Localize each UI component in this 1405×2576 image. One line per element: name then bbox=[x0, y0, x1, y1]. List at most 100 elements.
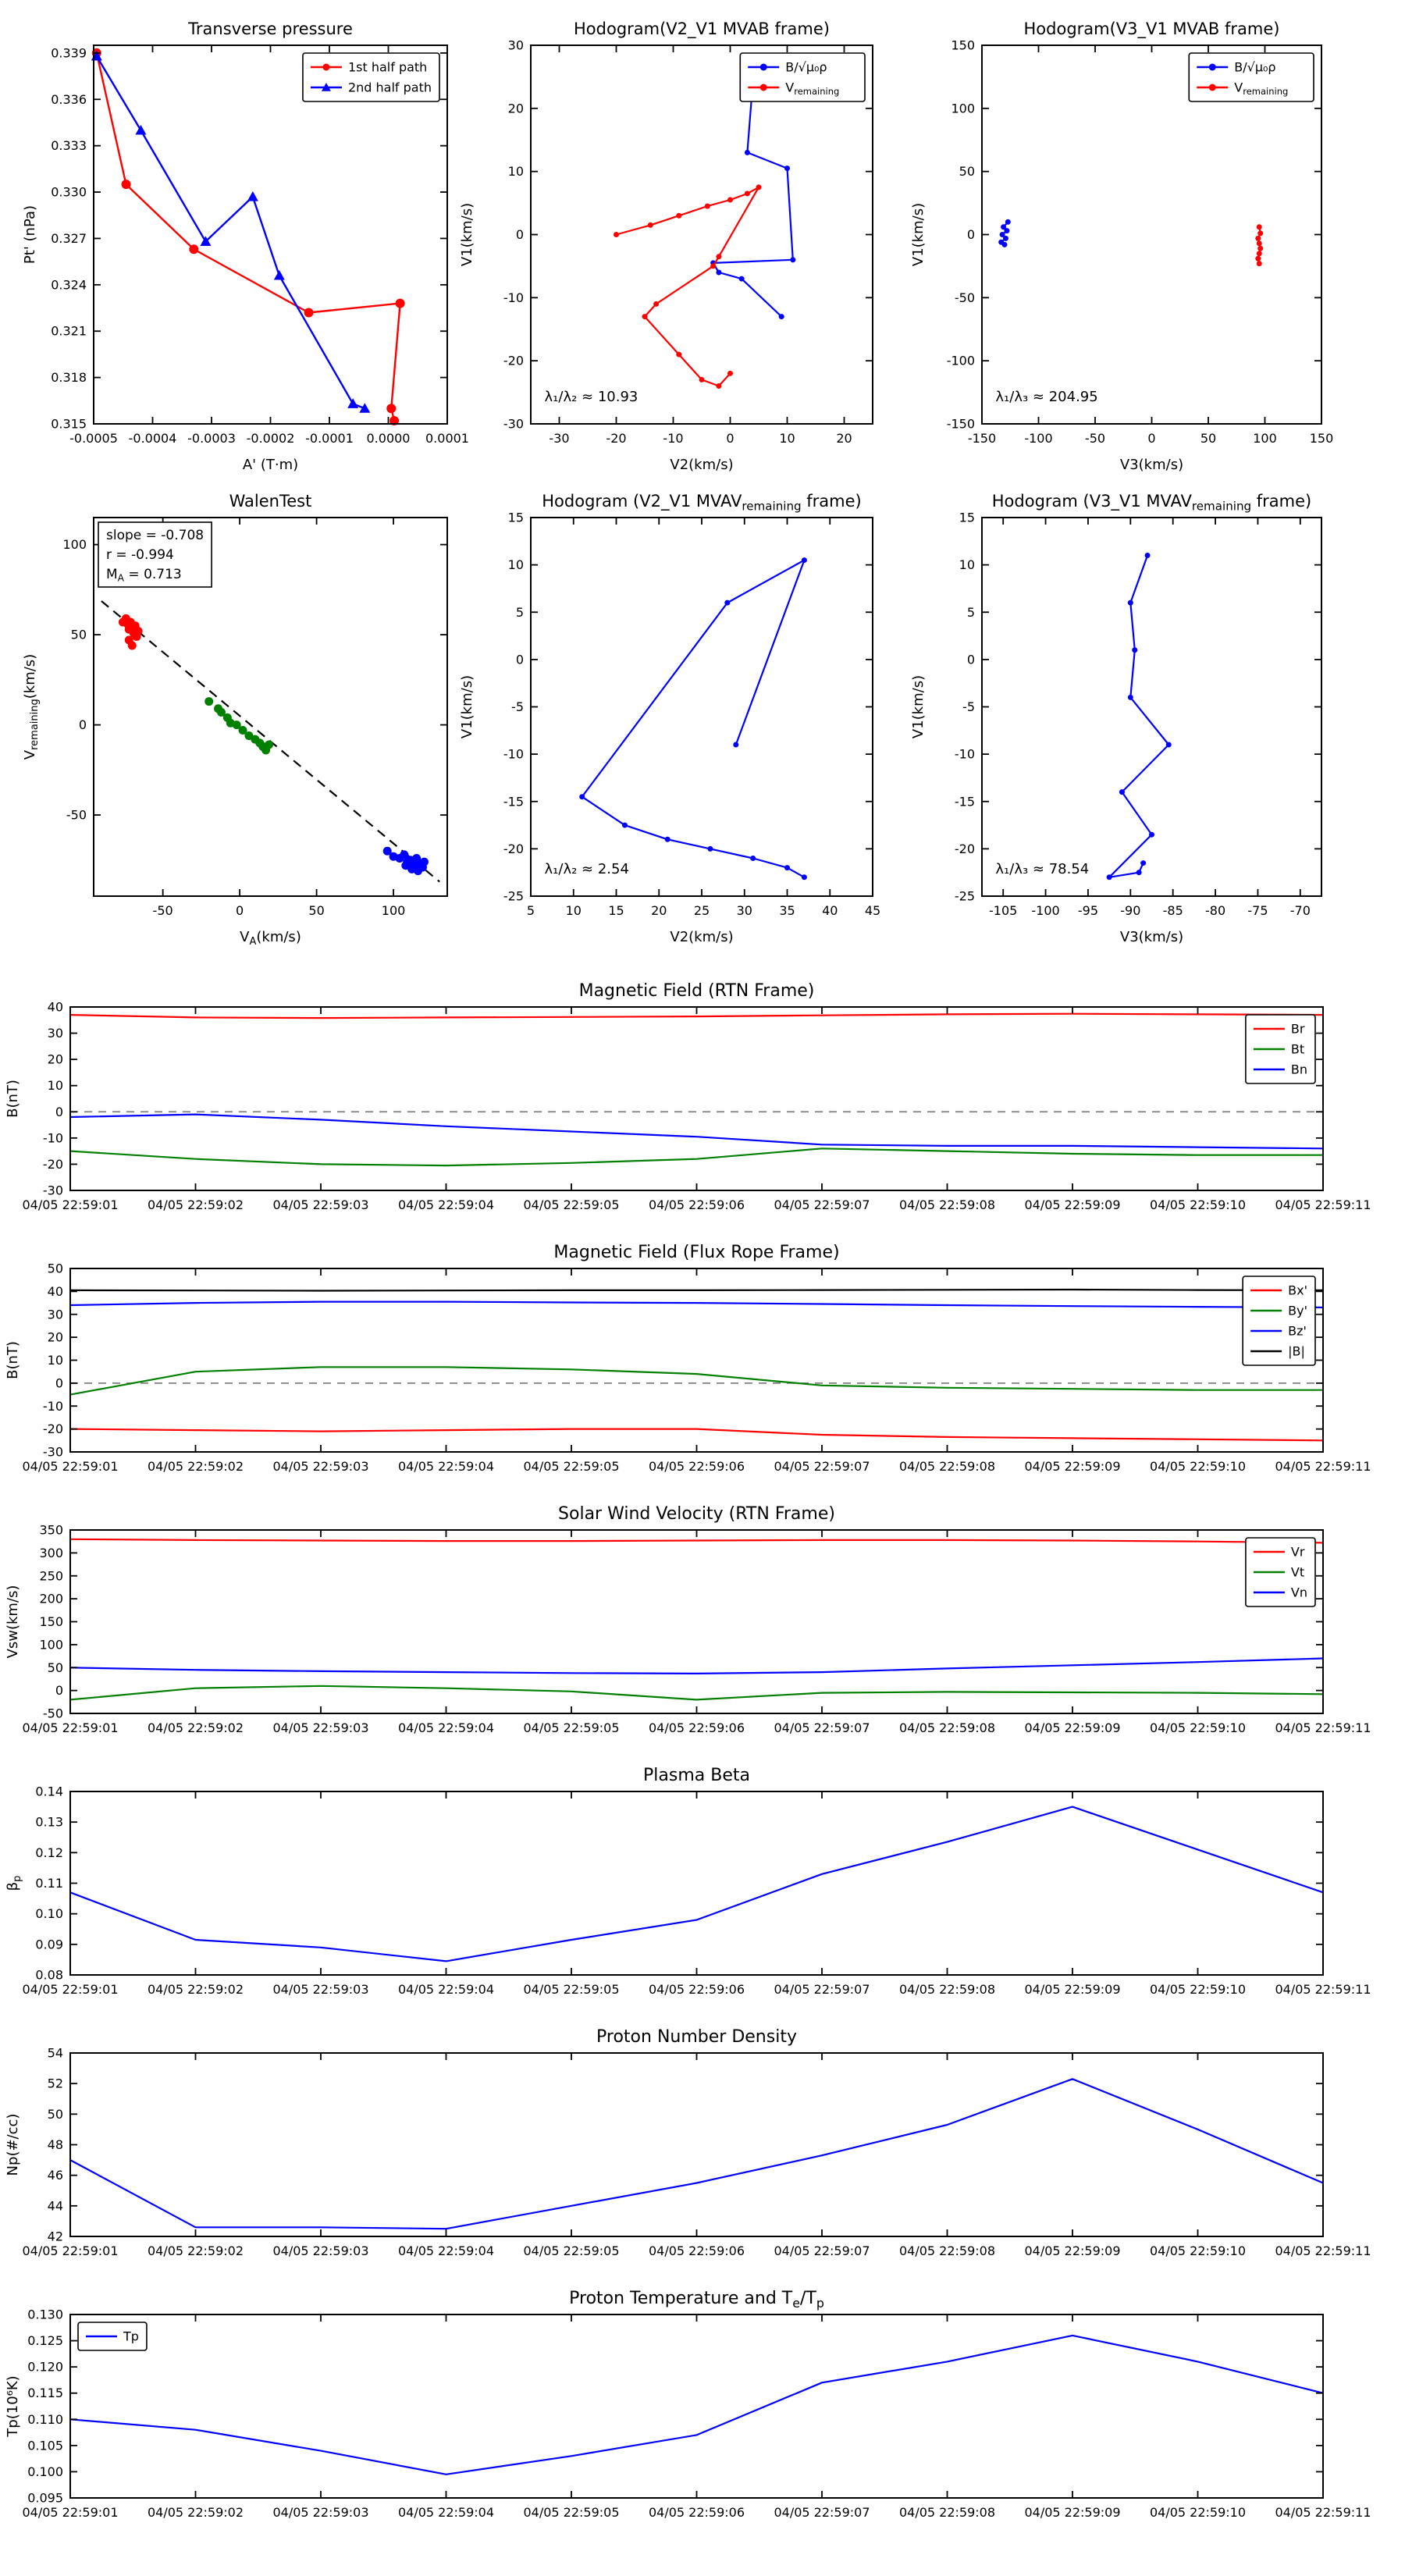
x-axis-label: VA(km/s) bbox=[240, 929, 301, 948]
y-tick-label: 0 bbox=[55, 1683, 63, 1698]
y-tick-label: 0 bbox=[516, 227, 524, 242]
y-tick-label: 5 bbox=[516, 605, 524, 620]
x-tick-label: 04/05 22:59:02 bbox=[148, 1982, 244, 1997]
dot-marker bbox=[724, 600, 731, 606]
proton-temp-chart: 04/05 22:59:01 04/05 22:59:02 04/05 22:59:… bbox=[5, 2289, 1371, 2520]
x-tick-label: 04/05 22:59:06 bbox=[649, 1982, 745, 1997]
y-tick-label: 0.120 bbox=[27, 2360, 63, 2375]
y-axis-label: V1(km/s) bbox=[910, 675, 927, 738]
x-tick-label: -100 bbox=[1024, 431, 1052, 446]
y-tick-label: 0.09 bbox=[35, 1937, 63, 1952]
panel-magnetic-field-flux-rope: 04/05 22:59:01 04/05 22:59:02 04/05 22:59:… bbox=[2, 1236, 1371, 1499]
dot-marker bbox=[1208, 84, 1216, 91]
y-tick-label: -15 bbox=[503, 794, 524, 809]
circle-marker bbox=[322, 63, 330, 71]
panel-hodogram-v3v1-mvav: -105 -100 -95 -90 -85 -80 -75 -70 -25 -20 -15 -10 -5… bbox=[904, 480, 1332, 960]
dot-marker bbox=[1127, 694, 1133, 700]
y-tick-label: -20 bbox=[503, 354, 524, 368]
plot-area bbox=[70, 2314, 1323, 2498]
y-tick-label: -100 bbox=[947, 354, 975, 368]
x-tick-label: 04/05 22:59:09 bbox=[1024, 2505, 1120, 2520]
x-tick-label: 04/05 22:59:06 bbox=[649, 2243, 745, 2258]
y-tick-label: 10 bbox=[508, 557, 524, 572]
annotation: λ₁/λ₂ ≈ 10.93 bbox=[545, 389, 638, 405]
x-tick-label: 04/05 22:59:03 bbox=[272, 2505, 368, 2520]
y-tick-label: -15 bbox=[955, 794, 975, 809]
circle-marker bbox=[386, 404, 397, 414]
y-tick-label: 0.13 bbox=[35, 1815, 63, 1830]
y-tick-label: 0.327 bbox=[51, 231, 87, 246]
x-tick-label: 04/05 22:59:10 bbox=[1150, 1982, 1246, 1997]
legend-box bbox=[739, 52, 866, 102]
dot-marker bbox=[1106, 874, 1112, 881]
circle-marker bbox=[133, 627, 143, 635]
chart-title: Magnetic Field (Flux Rope Frame) bbox=[553, 1243, 839, 1262]
plot-area bbox=[70, 1268, 1323, 1452]
circle-marker bbox=[127, 641, 137, 650]
x-tick-label: 04/05 22:59:02 bbox=[148, 1197, 244, 1212]
x-tick-label: -50 bbox=[1085, 431, 1105, 446]
series-Vt bbox=[69, 1685, 1324, 1701]
x-tick-label: 04/05 22:59:08 bbox=[899, 2505, 995, 2520]
x-tick-label: -85 bbox=[1163, 903, 1183, 918]
y-tick-label: 100 bbox=[951, 101, 975, 116]
panel-magnetic-field-rtn: 04/05 22:59:01 04/05 22:59:02 04/05 22:59:… bbox=[2, 974, 1371, 1237]
dot-marker bbox=[716, 254, 722, 260]
x-tick-label: 04/05 22:59:01 bbox=[22, 1459, 118, 1474]
y-tick-label: 0.336 bbox=[51, 92, 87, 107]
triangle-marker bbox=[347, 398, 359, 408]
y-axis-label: B(nT) bbox=[5, 1080, 21, 1118]
x-tick-label: 40 bbox=[822, 903, 838, 918]
y-tick-label: -25 bbox=[503, 889, 524, 904]
x-tick-label: -75 bbox=[1247, 903, 1268, 918]
y-tick-label: -50 bbox=[43, 1706, 63, 1721]
chart-title: Proton Temperature and Te/Tp bbox=[569, 2289, 824, 2311]
x-tick-label: 04/05 22:59:08 bbox=[899, 1459, 995, 1474]
series-Br bbox=[69, 1012, 1324, 1019]
series-Bt bbox=[69, 1147, 1323, 1167]
dot-marker bbox=[1256, 224, 1262, 230]
y-tick-label: 0.339 bbox=[51, 45, 87, 60]
y-tick-label: 50 bbox=[48, 1660, 63, 1675]
dot-marker bbox=[759, 63, 767, 71]
y-tick-label: 350 bbox=[39, 1523, 63, 1538]
panel-hodogram-v3v1-mvab: -150 -100 -50 0 50 100 150 -150 -100 -50 0 50 100 150… bbox=[904, 8, 1334, 488]
x-tick-label: 35 bbox=[779, 903, 795, 918]
legend-label: Br bbox=[1291, 1022, 1305, 1037]
x-tick-label: 15 bbox=[608, 903, 624, 918]
dot-marker bbox=[1208, 63, 1216, 71]
series-Tp bbox=[69, 2334, 1324, 2475]
x-tick-label: 150 bbox=[1310, 431, 1334, 446]
y-tick-label: 10 bbox=[959, 557, 975, 572]
dot-marker bbox=[1257, 245, 1264, 251]
y-axis-label: βp bbox=[5, 1876, 23, 1891]
y-axis-label: V1(km/s) bbox=[910, 203, 927, 266]
y-tick-label: 0.324 bbox=[51, 277, 87, 292]
circle-marker bbox=[265, 740, 274, 749]
x-tick-label: 04/05 22:59:10 bbox=[1150, 2505, 1246, 2520]
x-tick-label: -0.0003 bbox=[187, 431, 236, 446]
x-tick-label: 100 bbox=[382, 903, 406, 918]
legend-label: Bn bbox=[1291, 1062, 1307, 1077]
chart-title: Magnetic Field (RTN Frame) bbox=[579, 981, 815, 1001]
y-tick-label: 5 bbox=[967, 605, 975, 620]
circle-marker bbox=[419, 857, 429, 866]
x-tick-label: 0 bbox=[1147, 431, 1155, 446]
series-V remaining path bbox=[1108, 555, 1170, 878]
x-tick-label: 04/05 22:59:08 bbox=[899, 2243, 995, 2258]
stats-line: MA = 0.713 bbox=[106, 567, 182, 584]
series-Bn bbox=[69, 1113, 1324, 1150]
circle-marker bbox=[400, 850, 409, 859]
x-tick-label: 04/05 22:59:05 bbox=[523, 1459, 619, 1474]
x-tick-label: 04/05 22:59:09 bbox=[1024, 1720, 1120, 1735]
plot-area bbox=[982, 45, 1321, 424]
series-Bx' bbox=[69, 1428, 1324, 1442]
dot-marker bbox=[1256, 240, 1262, 247]
y-tick-label: 0.105 bbox=[27, 2438, 63, 2453]
y-tick-label: 0.08 bbox=[35, 1968, 63, 1983]
y-tick-label: 40 bbox=[48, 1284, 63, 1299]
y-tick-label: 0.333 bbox=[51, 138, 87, 153]
y-tick-label: 150 bbox=[39, 1614, 63, 1629]
y-tick-label: -20 bbox=[43, 1157, 63, 1172]
x-tick-label: 04/05 22:59:07 bbox=[774, 2505, 870, 2520]
